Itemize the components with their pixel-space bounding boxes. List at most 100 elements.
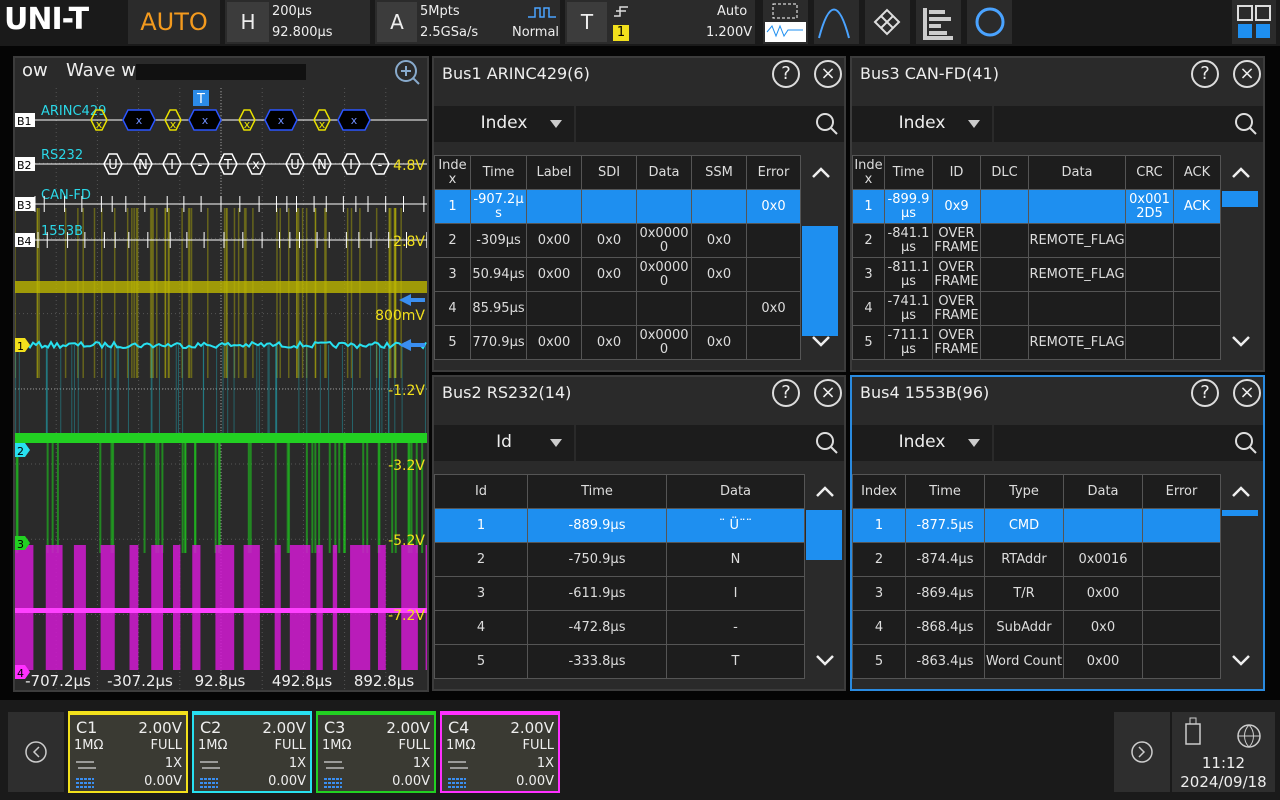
- table-cell: [1173, 325, 1221, 360]
- table-row[interactable]: 3 -611.9µs I: [434, 576, 805, 611]
- data-table: Index Time ID DLC Data CRC ACK 1 -899.9µs 0x9 0x00…: [852, 155, 1221, 360]
- trace-block: [45, 545, 63, 670]
- channel-card[interactable]: C1 2.00V 1MΩ FULL 1X 0.00V: [68, 711, 188, 793]
- column-header: Type: [984, 474, 1064, 509]
- table-row[interactable]: 1 -907.2µs 0x0: [434, 189, 801, 224]
- table-cell: 5: [434, 325, 471, 360]
- search-button[interactable]: [810, 425, 844, 461]
- table-row[interactable]: 4 -868.4µs SubAddr 0x0: [852, 610, 1221, 645]
- frame: [133, 153, 153, 175]
- header-row: Index Time Label SDI Data SSM Error: [434, 155, 801, 190]
- prev-button[interactable]: [8, 712, 64, 792]
- channel-probe: 1X: [288, 756, 306, 771]
- panel-title: Bus2 RS232(14): [442, 383, 572, 402]
- close-button[interactable]: ×: [814, 379, 842, 407]
- scrollbar: [1222, 474, 1260, 678]
- table-row[interactable]: 5 -333.8µs T: [434, 644, 805, 679]
- panel-title: Bus4 1553B(96): [860, 383, 990, 402]
- frame-label: U: [290, 158, 300, 173]
- search-input[interactable]: [576, 106, 810, 142]
- table-cell: -907.2µs: [470, 189, 527, 224]
- time-label: 492.8µs: [272, 672, 332, 690]
- trigger-marker-bg: [193, 90, 209, 106]
- search-field-select[interactable]: Index: [852, 425, 992, 461]
- table-cell: -750.9µs: [527, 542, 667, 577]
- frame-label: x: [244, 118, 251, 131]
- search-input[interactable]: [994, 425, 1229, 461]
- column-header: SDI: [581, 155, 637, 190]
- close-button[interactable]: ×: [814, 60, 842, 88]
- channel-card[interactable]: C4 2.00V 1MΩ FULL 1X 0.00V: [440, 711, 560, 793]
- table-cell: Word Count: [984, 644, 1064, 679]
- status-box: [1172, 712, 1275, 792]
- logo: UNI-T: [4, 2, 89, 37]
- column-header: Data: [666, 474, 805, 509]
- channel-card[interactable]: C3 2.00V 1MΩ FULL 1X 0.00V: [316, 711, 436, 793]
- table-row[interactable]: 5 -863.4µs Word Count 0x00: [852, 644, 1221, 679]
- search-field-select[interactable]: Index: [852, 106, 992, 142]
- search-input[interactable]: [994, 106, 1229, 142]
- frame-label: N: [138, 158, 148, 173]
- bus-tag-bg: [15, 233, 35, 247]
- search-button[interactable]: [1229, 106, 1263, 142]
- table-row[interactable]: 4 -472.8µs -: [434, 610, 805, 645]
- help-button[interactable]: ?: [772, 379, 800, 407]
- help-button[interactable]: ?: [1191, 60, 1219, 88]
- table-row[interactable]: 4 85.95µs 0x0: [434, 291, 801, 326]
- header-row: Index Time Type Data Error: [852, 474, 1221, 509]
- table-row[interactable]: 2 -874.4µs RTAddr 0x0016: [852, 542, 1221, 577]
- menu-icon[interactable]: [1232, 0, 1276, 44]
- table-cell: 0x00: [526, 223, 582, 258]
- table-cell: -811.1µs: [884, 257, 933, 292]
- frame-label: x: [170, 118, 177, 131]
- frame-label: I: [349, 158, 353, 173]
- help-button[interactable]: ?: [1191, 379, 1219, 407]
- table-cell: T/R: [984, 576, 1064, 611]
- close-button[interactable]: ×: [1233, 60, 1261, 88]
- search-field-select[interactable]: Index: [434, 106, 574, 142]
- table-row[interactable]: 2 -841.1µs OVER FRAME REMOTE_FLAG: [852, 223, 1221, 258]
- table-cell: 0x0: [746, 189, 801, 224]
- search-input[interactable]: [576, 425, 810, 461]
- data-table: Id Time Data 1 -889.9µs ¨ Ü¨¨ 2 -750.9µs N 3 -611.…: [434, 474, 805, 679]
- pulse-icon: [528, 7, 556, 18]
- table-row[interactable]: 1 -899.9µs 0x9 0x0012D5 ACK: [852, 189, 1221, 224]
- table-cell: -741.1µs: [884, 291, 933, 326]
- table-row[interactable]: 1 -877.5µs CMD: [852, 508, 1221, 543]
- table-row[interactable]: 5 770.9µs 0x00 0x0 0x00000 0x0: [434, 325, 801, 360]
- toolbar-icons[interactable]: [763, 0, 1018, 44]
- channel-impedance: 1MΩ: [74, 738, 104, 753]
- channel-name: C2: [200, 718, 222, 737]
- channel-impedance: 1MΩ: [322, 738, 352, 753]
- table-cell: [1028, 189, 1126, 224]
- table-row[interactable]: 3 -869.4µs T/R 0x00: [852, 576, 1221, 611]
- table-row[interactable]: 4 -741.1µs OVER FRAME: [852, 291, 1221, 326]
- close-button[interactable]: ×: [1233, 379, 1261, 407]
- table-cell: -841.1µs: [884, 223, 933, 258]
- channel-card[interactable]: C2 2.00V 1MΩ FULL 1X 0.00V: [192, 711, 312, 793]
- search-button[interactable]: [810, 106, 844, 142]
- search-button[interactable]: [1229, 425, 1263, 461]
- zoom-button[interactable]: [393, 58, 421, 86]
- table-cell: 4: [852, 291, 885, 326]
- table-row[interactable]: 1 -889.9µs ¨ Ü¨¨: [434, 508, 805, 543]
- table-row[interactable]: 3 50.94µs 0x00 0x0 0x00000 0x0: [434, 257, 801, 292]
- channel-scale: 2.00V: [510, 719, 554, 737]
- next-button[interactable]: [1114, 712, 1170, 792]
- table-cell: -889.9µs: [527, 508, 667, 543]
- help-button[interactable]: ?: [772, 60, 800, 88]
- table-row[interactable]: 5 -711.1µs OVER FRAME REMOTE_FLAG: [852, 325, 1221, 360]
- frame-label: x: [351, 114, 358, 127]
- table-row[interactable]: 2 -750.9µs N: [434, 542, 805, 577]
- table-cell: [1125, 223, 1174, 258]
- frame-label: -: [198, 158, 203, 173]
- frame: [370, 153, 390, 175]
- mode-button[interactable]: AUTO: [128, 0, 220, 44]
- table-cell: 0x0: [691, 223, 747, 258]
- bus-tag-bg: [15, 113, 35, 127]
- wave-selector[interactable]: [136, 64, 306, 80]
- table-row[interactable]: 2 -309µs 0x00 0x0 0x00000 0x0: [434, 223, 801, 258]
- search-field-select[interactable]: Id: [434, 425, 574, 461]
- search-field-label: Index: [898, 113, 946, 133]
- table-row[interactable]: 3 -811.1µs OVER FRAME REMOTE_FLAG: [852, 257, 1221, 292]
